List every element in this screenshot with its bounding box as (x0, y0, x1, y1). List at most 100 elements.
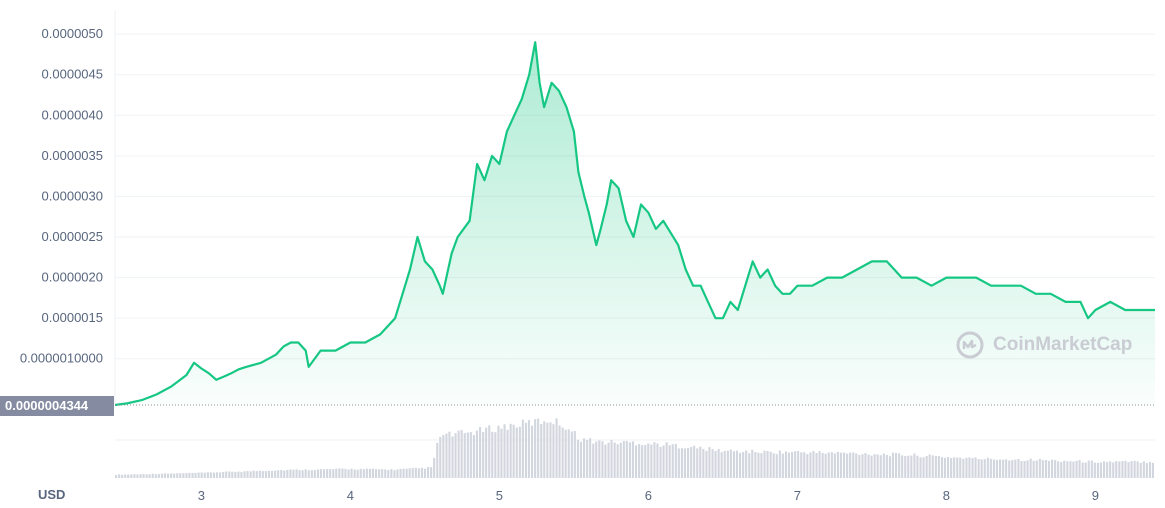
volume-bar (849, 452, 852, 478)
volume-bar (414, 467, 417, 478)
volume-bar (448, 431, 451, 478)
volume-bar (203, 472, 206, 478)
volume-bar (928, 454, 931, 478)
volume-bar (136, 474, 139, 478)
volume-bar (124, 474, 127, 478)
volume-bar (616, 444, 619, 478)
volume-bar (304, 469, 307, 478)
watermark: CoinMarketCap (955, 330, 1132, 360)
volume-bar (775, 454, 778, 478)
volume-bar (274, 470, 277, 478)
volume-bar (335, 468, 338, 478)
volume-bar (451, 436, 454, 478)
volume-bar (350, 468, 353, 478)
volume-bar (702, 448, 705, 478)
volume-bar (800, 452, 803, 478)
currency-label: USD (38, 487, 66, 502)
volume-bar (1011, 460, 1014, 478)
volume-bar (1023, 461, 1026, 478)
volume-bar (209, 472, 212, 478)
volume-bar (531, 425, 534, 478)
volume-bar (1151, 462, 1154, 478)
volume-bar (521, 419, 524, 478)
watermark-text: CoinMarketCap (993, 334, 1133, 355)
volume-bar (683, 448, 686, 478)
volume-bar (778, 450, 781, 478)
volume-bar (182, 473, 185, 478)
volume-bar (283, 470, 286, 478)
volume-bar (332, 469, 335, 478)
y-tick-label: 0.0000015 (42, 310, 103, 325)
y-tick-label: 0.0000030 (42, 188, 103, 203)
volume-bar (1032, 460, 1035, 478)
price-line[interactable] (114, 41, 1155, 407)
volume-bar (1093, 462, 1096, 478)
volume-bar (662, 445, 665, 478)
volume-bar (748, 453, 751, 478)
volume-bar (784, 451, 787, 478)
volume-bar (197, 472, 200, 478)
volume-bar (537, 418, 540, 478)
volume-bar (280, 470, 283, 478)
volume-bar (1090, 460, 1093, 478)
volume-bar (402, 468, 405, 478)
volume-bar (965, 457, 968, 478)
volume-bar (222, 472, 225, 478)
volume-bar (200, 472, 203, 478)
volume-bar (133, 474, 136, 478)
volume-bar (843, 452, 846, 478)
volume-bar (757, 452, 760, 478)
volume-bar (371, 468, 374, 478)
volume-bar (576, 439, 579, 478)
volume-bar (316, 469, 319, 478)
volume-bar (258, 470, 261, 478)
volume-bar (754, 452, 757, 478)
y-axis: 0.0000050 0.0000045 0.0000040 0.0000035 0.00… (20, 26, 103, 366)
volume-bar (922, 457, 925, 478)
volume-bar (157, 474, 160, 478)
volume-bar (794, 451, 797, 478)
volume-bar (861, 454, 864, 478)
volume-bar (558, 425, 561, 478)
volume-bar (433, 457, 436, 478)
volume-bar (674, 443, 677, 478)
volume-bar (895, 452, 898, 478)
y-tick-label: 0.0000045 (42, 67, 103, 82)
volume-bar (170, 473, 173, 478)
volume-bar (127, 474, 130, 478)
volume-bar (393, 470, 396, 478)
volume-bar (613, 442, 616, 478)
volume-bar (264, 471, 267, 478)
volume-bar (463, 433, 466, 478)
volume-bar (179, 473, 182, 478)
baseline-price-badge: 0.0000004344 (0, 396, 114, 416)
volume-bar (457, 430, 460, 478)
volume-bar (338, 468, 341, 478)
volume-bar (261, 471, 264, 478)
volume-bar (625, 441, 628, 478)
volume-bar (277, 470, 280, 478)
volume-bar (267, 470, 270, 478)
volume-bar (289, 469, 292, 478)
volume-bar (1041, 460, 1044, 478)
volume-bar (1145, 463, 1148, 478)
volume-bar (472, 435, 475, 478)
volume-bar (671, 444, 674, 478)
volume-bar (815, 453, 818, 478)
volume-bar (365, 468, 368, 478)
volume-bar (699, 446, 702, 478)
y-tick-label: 0.0000020 (42, 270, 103, 285)
volume-bar (827, 452, 830, 478)
volume-bar (595, 441, 598, 478)
volume-bar (622, 441, 625, 478)
volume-bar (610, 439, 613, 478)
volume-bar (573, 431, 576, 478)
volume-bar (1142, 461, 1145, 478)
volume-bar (1130, 461, 1133, 478)
volume-bar (1054, 460, 1057, 478)
volume-bar (1063, 460, 1066, 478)
volume-bar (347, 469, 350, 478)
volume-bar (732, 451, 735, 478)
